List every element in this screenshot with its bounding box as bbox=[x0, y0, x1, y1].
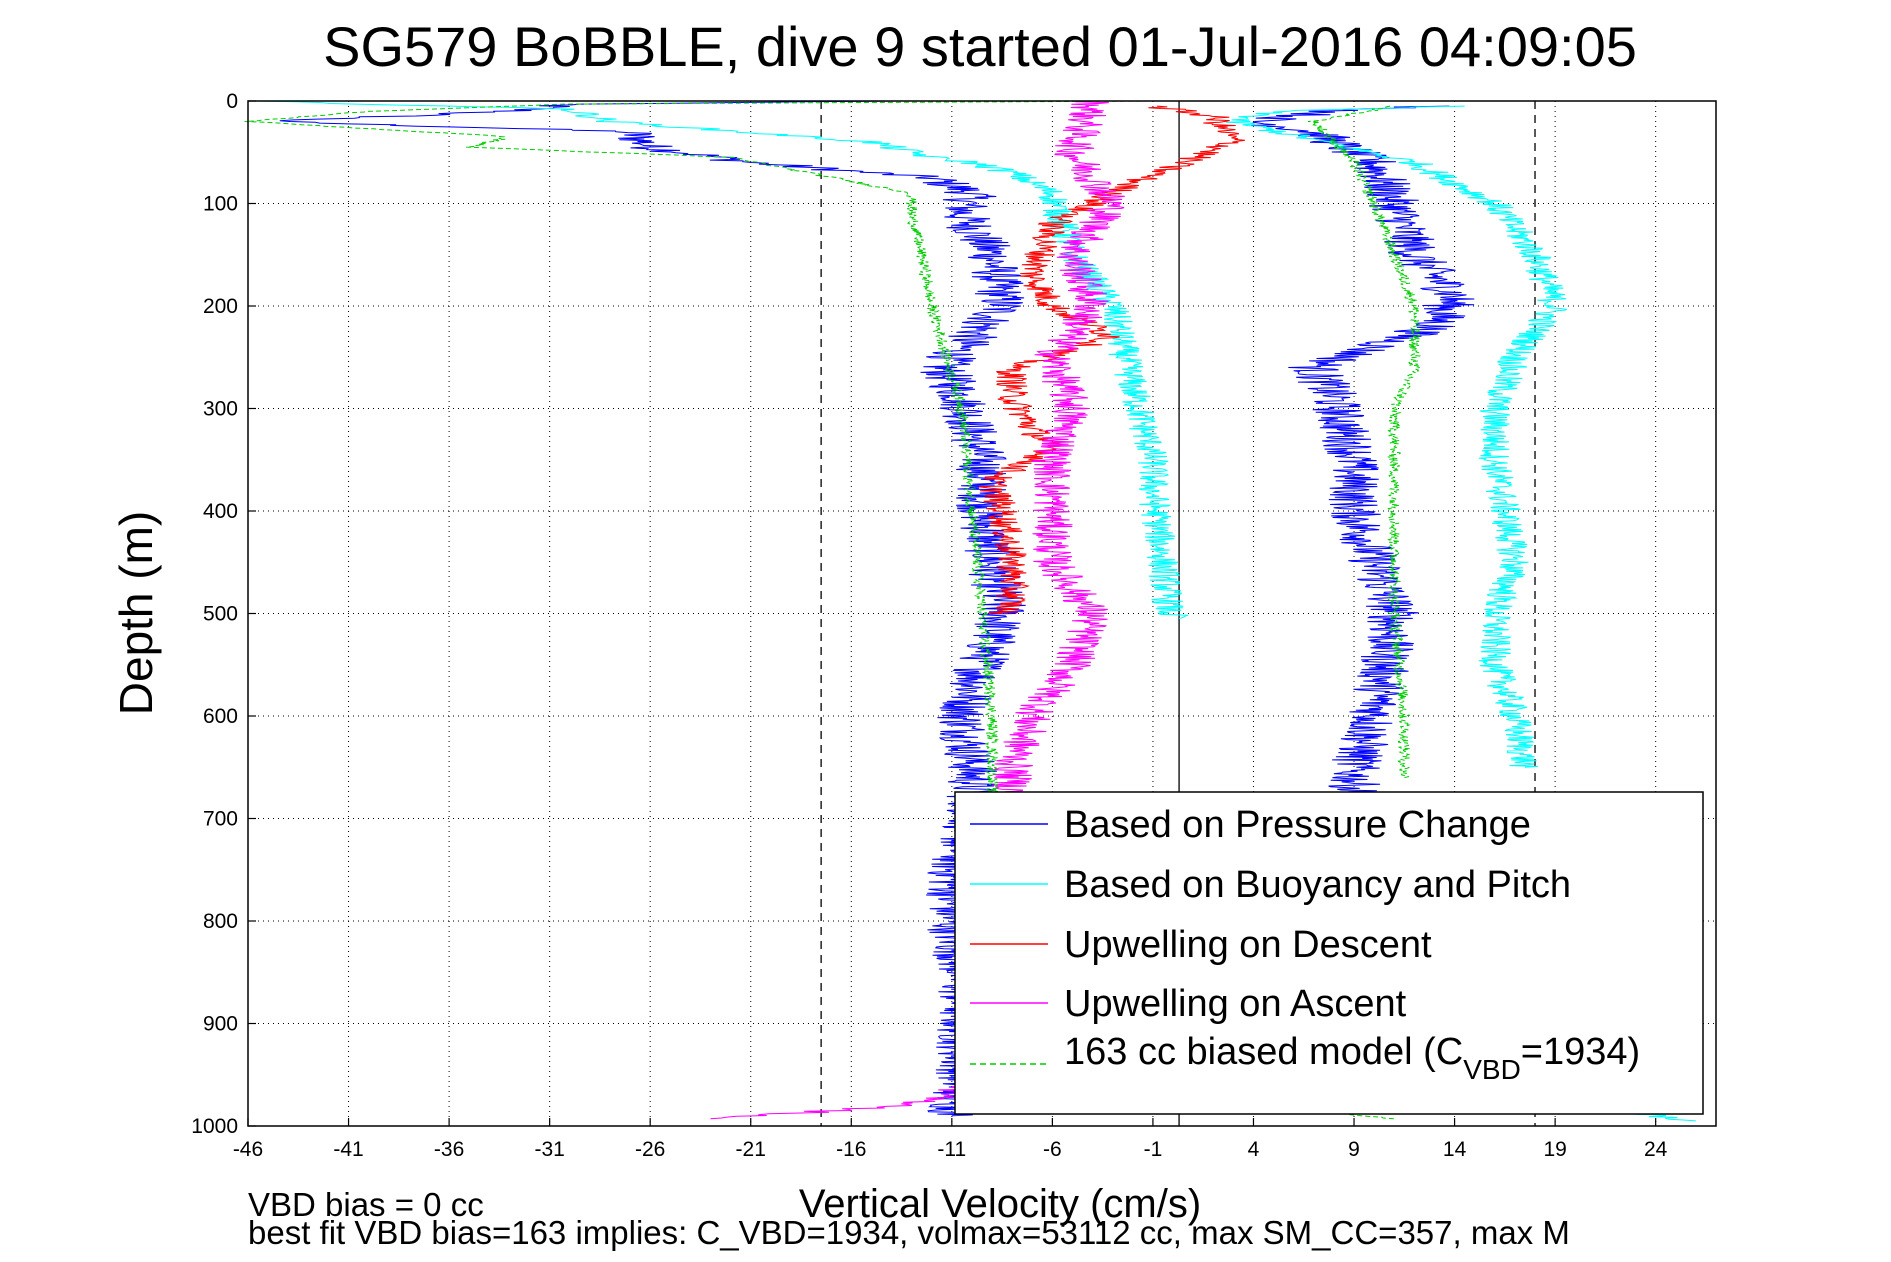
axis-ticks: -46 -41 -36 -31 -26 -21 -16 -11 -6 -1 4 9 14 19 24 0 100… bbox=[191, 90, 1667, 1161]
legend-model-prefix: 163 cc biased model (C bbox=[1064, 1031, 1463, 1073]
y-tick-label: 1000 bbox=[191, 1115, 238, 1138]
x-tick-label: 24 bbox=[1644, 1138, 1668, 1161]
y-tick-label: 900 bbox=[203, 1013, 238, 1036]
x-tick-label: -1 bbox=[1144, 1138, 1163, 1161]
legend: Based on Pressure Change Based on Buoyan… bbox=[954, 791, 1704, 1115]
footer-line-2: best fit VBD bias=163 implies: C_VBD=193… bbox=[248, 1214, 1570, 1251]
legend-label-descent: Upwelling on Descent bbox=[1064, 924, 1432, 966]
footer-line-1: VBD bias = 0 cc bbox=[248, 1186, 484, 1223]
series-line bbox=[1225, 105, 1568, 768]
legend-model-suffix: =1934) bbox=[1521, 1031, 1640, 1073]
x-tick-label: 4 bbox=[1248, 1138, 1260, 1161]
y-tick-label: 800 bbox=[203, 910, 238, 933]
x-tick-label: -41 bbox=[333, 1138, 363, 1161]
grid bbox=[247, 100, 1716, 1127]
y-axis-label: Depth (m) bbox=[110, 511, 162, 715]
x-tick-label: -36 bbox=[434, 1138, 464, 1161]
series-line bbox=[1251, 105, 1475, 819]
x-tick-label: -21 bbox=[736, 1138, 766, 1161]
series-line bbox=[279, 100, 1026, 1117]
x-tick-label: -6 bbox=[1043, 1138, 1062, 1161]
x-tick-label: -16 bbox=[836, 1138, 866, 1161]
y-tick-label: 700 bbox=[203, 808, 238, 831]
y-tick-label: 100 bbox=[203, 193, 238, 216]
legend-label-ascent: Upwelling on Ascent bbox=[1064, 983, 1407, 1025]
series-upwelling-on-descent bbox=[978, 105, 1245, 614]
x-tick-label: 9 bbox=[1348, 1138, 1360, 1161]
x-tick-label: 19 bbox=[1543, 1138, 1566, 1161]
legend-label-pressure: Based on Pressure Change bbox=[1064, 804, 1531, 846]
series-based-on-pressure-change bbox=[279, 100, 1475, 1117]
y-tick-label: 500 bbox=[203, 603, 238, 626]
legend-label-model: 163 cc biased model (CVBD=1934) bbox=[1064, 1031, 1640, 1085]
y-tick-label: 300 bbox=[203, 398, 238, 421]
plot-series bbox=[244, 100, 1696, 1122]
series-line bbox=[244, 100, 1157, 819]
x-tick-label: -46 bbox=[233, 1138, 263, 1161]
y-tick-label: 200 bbox=[203, 295, 238, 318]
legend-label-buoyancy: Based on Buoyancy and Pitch bbox=[1064, 864, 1571, 906]
y-tick-label: 0 bbox=[226, 90, 238, 113]
x-tick-label: -26 bbox=[635, 1138, 665, 1161]
x-axis-label: Vertical Velocity (cm/s) bbox=[799, 1182, 1201, 1226]
legend-model-subscript: VBD bbox=[1463, 1054, 1521, 1085]
chart-title: SG579 BoBBLE, dive 9 started 01-Jul-2016… bbox=[323, 15, 1637, 78]
y-tick-label: 600 bbox=[203, 705, 238, 728]
series-line bbox=[256, 100, 1189, 620]
x-tick-label: 14 bbox=[1443, 1138, 1467, 1161]
series-line bbox=[992, 100, 1125, 819]
series-line bbox=[1307, 105, 1422, 778]
legend-box bbox=[954, 791, 1704, 1115]
series-line bbox=[978, 105, 1245, 614]
y-tick-label: 400 bbox=[203, 500, 238, 523]
x-tick-label: -31 bbox=[534, 1138, 564, 1161]
x-tick-label: -11 bbox=[937, 1138, 966, 1161]
